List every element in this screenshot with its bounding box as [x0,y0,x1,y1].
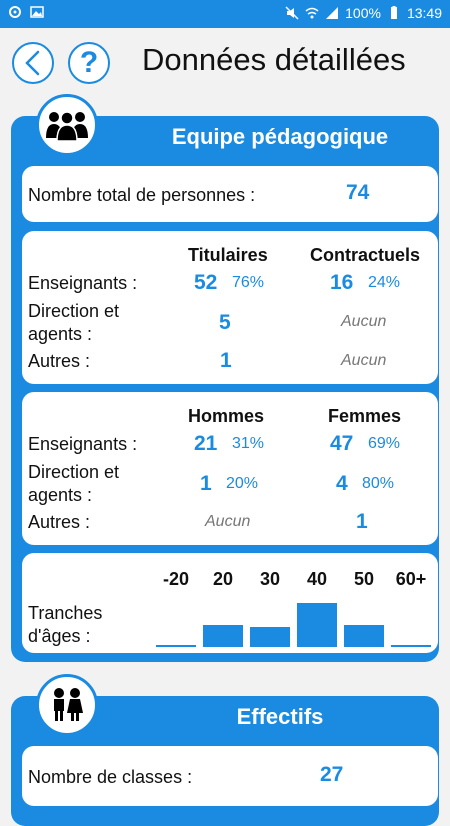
age-tick-label: 50 [353,569,375,589]
value: 47 [330,432,354,455]
wifi-icon [305,7,319,19]
value: 1 [220,349,232,372]
value: 1 [200,472,212,495]
age-tick-label: -20 [162,569,189,589]
status-bar: 100% 13:49 [0,0,450,28]
total-card: Nombre total de personnes : 74 [22,166,438,222]
percentage: 76% [232,274,265,291]
students-badge [36,674,98,736]
age-bar [391,645,431,647]
team-badge [36,94,98,156]
age-bar [297,603,337,647]
battery-icon [390,6,397,19]
age-bar [344,625,384,647]
page-title: Données détaillées [142,42,406,77]
equipe-title: Equipe pédagogique [171,124,389,149]
classes-value: 27 [320,763,344,786]
back-button[interactable] [12,42,54,84]
age-bar [250,627,290,647]
status-card: Titulaires Contractuels Enseignants : 52… [22,231,438,384]
none-value: Aucun [341,313,387,330]
age-tick-label: 60+ [395,569,427,589]
none-value: Aucun [205,513,251,530]
age-tick-label: 30 [259,569,281,589]
value: 52 [194,271,218,294]
percentage: 20% [226,475,259,492]
row-label: Enseignants : [28,434,138,454]
col-hommes: Hommes [188,406,265,426]
row-label-line2: agents : [28,324,93,344]
ages-label-line2: d'âges : [28,626,91,646]
people-group-icon [46,111,88,142]
effectifs-title: Effectifs [236,704,324,729]
age-tick-label: 20 [212,569,234,589]
age-bar [203,625,243,647]
battery-level: 100% [345,5,381,21]
total-label: Nombre total de personnes : [28,185,256,205]
ages-card: Tranches d'âges : -20 20 30 40 50 60+ [22,553,438,653]
col-contractuels: Contractuels [310,245,421,265]
percentage: 24% [368,274,401,291]
image-icon [30,6,44,18]
clock: 13:49 [406,5,442,21]
help-button[interactable]: ? [68,42,110,84]
total-value: 74 [346,181,370,204]
classes-card: Nombre de classes : 27 [22,746,438,806]
sync-icon [9,6,21,18]
value: 5 [219,311,231,334]
value: 16 [330,271,354,294]
app-header: ? Données détaillées [0,28,450,94]
children-icon [54,688,83,721]
mute-icon [285,6,299,20]
none-value: Aucun [341,352,387,369]
row-label: Autres : [28,351,91,371]
value: 4 [336,472,348,495]
row-label: Enseignants : [28,273,138,293]
gender-card: Hommes Femmes Enseignants : 21 31% 47 69… [22,392,438,545]
percentage: 80% [362,475,395,492]
chevron-left-icon [25,50,40,76]
age-tick-label: 40 [306,569,328,589]
percentage: 69% [368,435,401,452]
value: 21 [194,432,218,455]
ages-label-line1: Tranches [28,603,103,623]
help-icon: ? [79,46,99,79]
age-bar [156,645,196,647]
row-label-line1: Direction et [28,462,120,482]
col-femmes: Femmes [328,406,402,426]
row-label: Autres : [28,512,91,532]
classes-label: Nombre de classes : [28,767,193,787]
row-label-line1: Direction et [28,301,120,321]
row-label-line2: agents : [28,485,93,505]
signal-icon [326,7,339,19]
col-titulaires: Titulaires [188,245,268,265]
value: 1 [356,510,368,533]
percentage: 31% [232,435,265,452]
